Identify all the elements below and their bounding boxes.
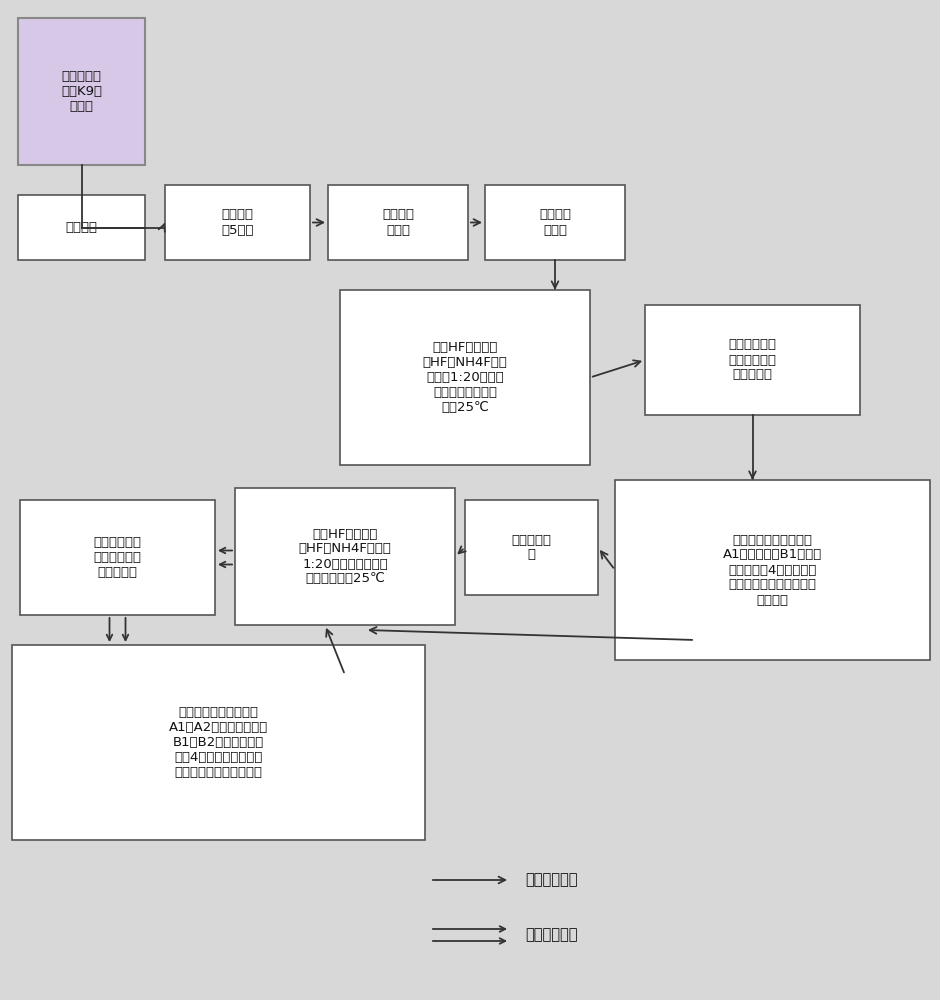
Text: 将样品装配件
用超声波充分
清洗、烘干: 将样品装配件 用超声波充分 清洗、烘干	[728, 338, 776, 381]
Text: 循环实验步骤: 循环实验步骤	[525, 928, 577, 942]
Bar	[235, 488, 455, 625]
Text: 用台阶仪测量加工样品
A1、A2和充分腐蚀样件
B1、B2区域在基准线
（图4所示）上的腐蚀轮
廓，得出腐蚀深度平均值: 用台阶仪测量加工样品 A1、A2和充分腐蚀样件 B1、B2区域在基准线 （图4所…	[169, 706, 268, 779]
Bar	[465, 500, 598, 595]
Bar	[165, 185, 310, 260]
Bar	[328, 185, 468, 260]
Text: 制备样品
装配件: 制备样品 装配件	[539, 209, 571, 236]
Text: 干燥箱烘
干试件: 干燥箱烘 干试件	[382, 209, 414, 236]
Text: 加工样品: 加工样品	[66, 221, 98, 234]
Text: 超声波清
洗5分钟: 超声波清 洗5分钟	[221, 209, 254, 236]
Bar	[12, 645, 425, 840]
Text: 将样品装配件
用超声波充分
清洗、烘干: 将样品装配件 用超声波充分 清洗、烘干	[93, 536, 142, 579]
Bar	[20, 500, 215, 615]
Bar	[18, 195, 145, 260]
Bar	[615, 480, 930, 660]
Text: 经过充分腐
蚀的K9玻
璃样品: 经过充分腐 蚀的K9玻 璃样品	[61, 70, 102, 113]
Bar	[485, 185, 625, 260]
Text: 用台阶仪测量加工样品
A1和基体样件B1区域在
基准线（图4所示）上的
腐蚀轮廓，得出其腐蚀深
度平均值: 用台阶仪测量加工样品 A1和基体样件B1区域在 基准线（图4所示）上的 腐蚀轮廓…	[723, 534, 822, 606]
Text: 配置HF蚀刻溶液
（HF和NH4F比例为
1:20）置于恒温水浴
中，温度设为25℃: 配置HF蚀刻溶液 （HF和NH4F比例为 1:20）置于恒温水浴 中，温度设为2…	[299, 528, 391, 585]
Text: 配置HF蚀刻溶液
（HF和NH4F溶液
比例为1:20）置于
恒温水浴中，温度
设为25℃: 配置HF蚀刻溶液 （HF和NH4F溶液 比例为1:20）置于 恒温水浴中，温度 …	[423, 341, 508, 414]
Bar	[340, 290, 590, 465]
Bar	[645, 305, 860, 415]
Text: 一般实验步骤: 一般实验步骤	[525, 872, 577, 888]
Text: 除去塑料压
片: 除去塑料压 片	[511, 534, 552, 562]
Bar	[18, 18, 145, 165]
